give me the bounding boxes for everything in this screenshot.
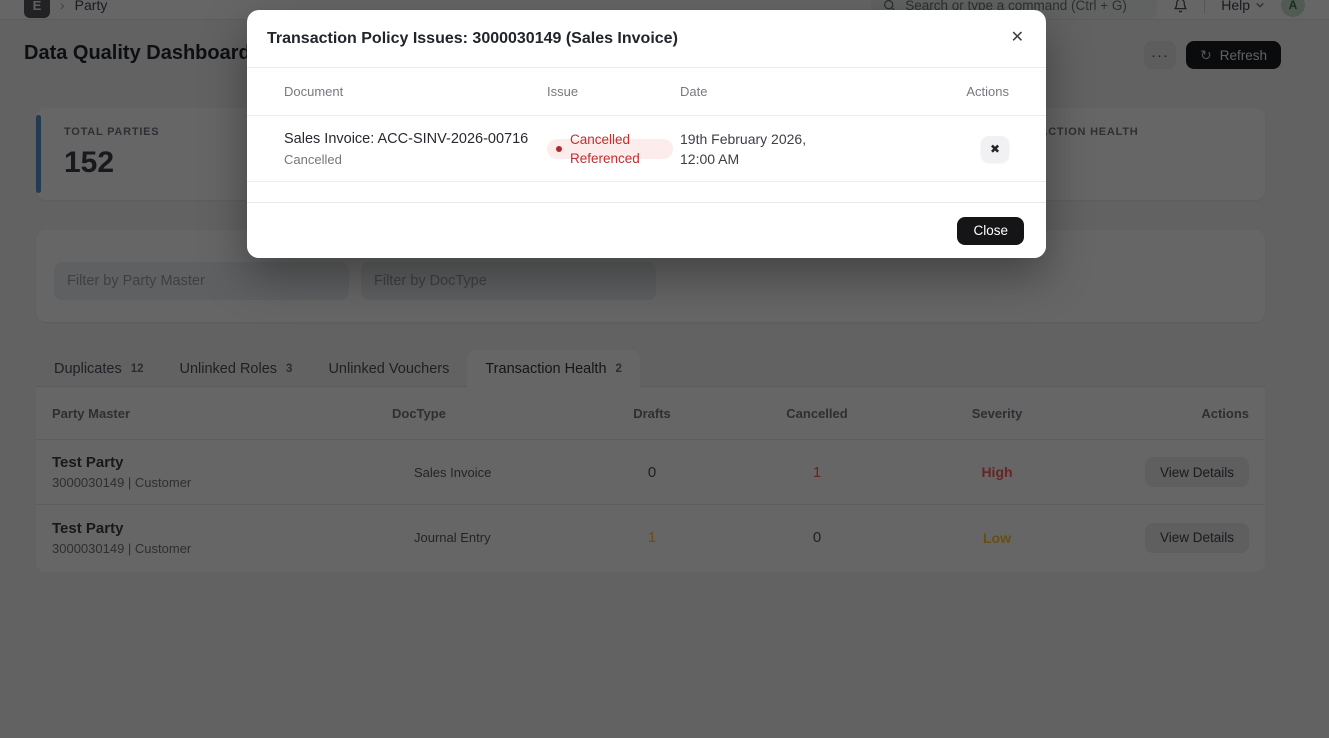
issue-cell: Cancelled Referenced xyxy=(547,132,680,166)
modal-column-document: Document xyxy=(284,84,344,99)
close-icon: ✕ xyxy=(1010,29,1024,46)
date-line-2: 12:00 AM xyxy=(680,150,740,167)
transaction-policy-issues-modal: Transaction Policy Issues: 3000030149 (S… xyxy=(247,10,1046,258)
modal-column-actions: Actions xyxy=(966,84,1009,99)
modal-table-header: Document Issue Date Actions xyxy=(247,68,1046,116)
modal-issue-row: Sales Invoice: ACC-SINV-2026-00716 Cance… xyxy=(247,116,1046,182)
dismiss-issue-button[interactable]: ✖ xyxy=(981,135,1009,162)
modal-close-button[interactable]: ✕ xyxy=(1007,26,1028,50)
issue-dot-icon xyxy=(556,145,562,152)
modal-close-footer-button[interactable]: Close xyxy=(957,216,1024,245)
date-line-1: 19th February 2026, xyxy=(680,130,807,147)
document-status: Cancelled xyxy=(284,151,342,167)
modal-footer: Close xyxy=(247,202,1046,258)
modal-title: Transaction Policy Issues: 3000030149 (S… xyxy=(267,29,678,47)
date-cell: 19th February 2026, 12:00 AM xyxy=(680,129,910,169)
issue-label: Cancelled Referenced xyxy=(570,131,640,166)
document-title: Sales Invoice: ACC-SINV-2026-00716 xyxy=(284,130,529,147)
modal-actions-cell: ✖ xyxy=(910,135,1009,162)
modal-header: Transaction Policy Issues: 3000030149 (S… xyxy=(247,10,1046,68)
modal-column-issue: Issue xyxy=(547,84,579,99)
document-cell: Sales Invoice: ACC-SINV-2026-00716 Cance… xyxy=(284,131,547,167)
dismiss-x-icon: ✖ xyxy=(989,141,1001,156)
issue-badge: Cancelled Referenced xyxy=(547,132,673,166)
modal-column-date: Date xyxy=(680,84,708,99)
